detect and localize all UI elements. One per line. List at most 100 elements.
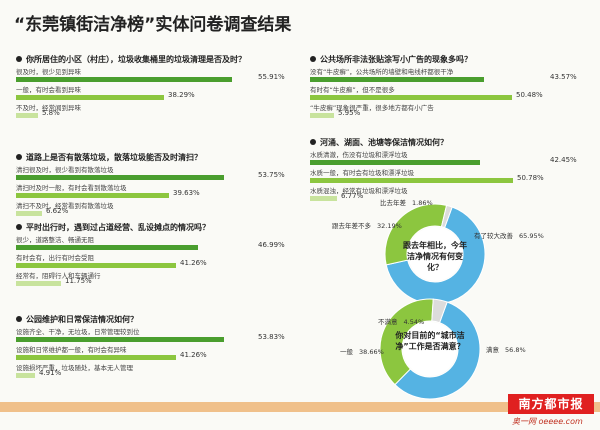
website-label: 奥一网 oeeee.com: [512, 417, 583, 426]
answer-row: 有时有“牛皮癣”，但不是很多 50.48%: [310, 86, 582, 103]
question-text: 公园维护和日常保洁情况如何？: [26, 315, 138, 324]
donut-slice: [431, 298, 448, 324]
answer-bar: [310, 113, 334, 118]
newspaper-logo: 南方都市报: [508, 394, 594, 414]
question-text: 道路上是否有散落垃圾，散落垃圾能否及时清扫？: [26, 153, 202, 162]
answer-percent: 46.99%: [258, 241, 285, 249]
answer-bar: [16, 193, 169, 198]
answer-row: 一般，有时会看到异味 38.29%: [16, 86, 290, 103]
answer-row: 经常有，阻碍行人和车辆通行 11.75%: [16, 272, 290, 289]
answer-label: 很少，道路整洁、畅通无阻: [16, 236, 94, 244]
page-title: “东莞镇街洁净榜”实体问卷调查结果: [14, 15, 292, 35]
slice-category: 满意: [486, 346, 499, 354]
question-text: 河涌、湖面、池塘等保洁情况如何？: [320, 138, 448, 147]
answer-percent: 43.57%: [550, 73, 577, 81]
bullet-dot-icon: [16, 56, 22, 62]
answer-label: 一般，有时会看到异味: [16, 86, 81, 94]
answer-bar: [16, 113, 38, 118]
answer-row: 水质清澈，伤没有垃圾和漂浮垃圾 42.45%: [310, 151, 582, 168]
answer-row: 清扫很及时，很少看到有散落垃圾 53.75%: [16, 166, 290, 183]
donut-slice-label: 满意 56.8%: [486, 346, 526, 355]
donut-slice: [385, 206, 486, 305]
slice-category: 有了较大改善: [474, 232, 513, 240]
answer-row: 设施齐全、干净，无垃圾，日常管理较到位 53.83%: [16, 328, 290, 345]
answer-bar: [16, 211, 42, 216]
answer-bar: [16, 95, 164, 100]
answer-label: 清扫时及时一般，有时会看到散落垃圾: [16, 184, 127, 192]
answer-percent: 53.75%: [258, 171, 285, 179]
donut-slice: [379, 298, 434, 386]
answer-bar: [16, 337, 224, 342]
bullet-dot-icon: [310, 139, 316, 145]
answer-percent: 5.95%: [338, 109, 361, 117]
answer-percent: 41.26%: [180, 351, 207, 359]
answer-label: 很及时，很少见到异味: [16, 68, 81, 76]
answer-percent: 55.91%: [258, 73, 285, 81]
answer-row: 水质混浊，经常有垃圾和漂浮垃圾 6.77%: [310, 187, 582, 204]
answer-label: 不及时，经常闻到异味: [16, 104, 81, 112]
slice-category: 比去年差: [380, 199, 406, 207]
question-title: 道路上是否有散落垃圾，散落垃圾能否及时清扫？: [16, 152, 290, 163]
donut-slice-label: 比去年差 1.86%: [380, 199, 433, 208]
answer-bar: [310, 178, 513, 183]
donut-slice: [440, 204, 453, 229]
answer-row: 不及时，经常闻到异味 5.8%: [16, 104, 290, 121]
donut-slice: [384, 203, 448, 266]
answer-label: 设施齐全、干净，无垃圾，日常管理较到位: [16, 328, 140, 336]
question-title: 河涌、湖面、池塘等保洁情况如何？: [310, 137, 582, 148]
donut-question-text: 跟去年相比，今年洁净情况有何变化？: [403, 241, 467, 272]
answer-row: 清扫时及时一般，有时会看到散落垃圾 39.63%: [16, 184, 290, 201]
bullet-dot-icon: [16, 316, 22, 322]
answer-label: 经常有，阻碍行人和车辆通行: [16, 272, 101, 280]
answer-row: 清扫不及时，经常看到有散落垃圾 6.62%: [16, 202, 290, 219]
answer-bar: [16, 175, 224, 180]
question-text: 公共场所非法张贴涂写小广告的现象多吗？: [320, 55, 472, 64]
question-text: 你所居住的小区（村庄），垃圾收集桶里的垃圾清理是否及时？: [26, 55, 246, 64]
donut-slice-label: 不满意 4.54%: [378, 318, 424, 327]
slice-percent: 65.95%: [519, 232, 544, 240]
donut-slice-label: 一般 38.66%: [340, 348, 384, 357]
bar-question-block: 平时出行时，遇到过占道经营、乱设摊点的情况吗？ 很少，道路整洁、畅通无阻 46.99…: [16, 222, 290, 289]
answer-label: 设施和日常维护都一般，有时会有异味: [16, 346, 127, 354]
answer-bar: [16, 245, 198, 250]
answer-row: 水质一般，有时会有垃圾和漂浮垃圾 50.78%: [310, 169, 582, 186]
answer-label: 没有“牛皮癣”，公共场所的墙壁和电线杆都很干净: [310, 68, 454, 76]
answer-percent: 6.77%: [341, 192, 364, 200]
question-text: 平时出行时，遇到过占道经营、乱设摊点的情况吗？: [26, 223, 210, 232]
answer-label: 清扫不及时，经常看到有散落垃圾: [16, 202, 114, 210]
donut-slice-label: 跟去年差不多 32.19%: [332, 222, 402, 231]
answer-bar: [16, 263, 176, 268]
answer-label: 有时有“牛皮癣”，但不是很多: [310, 86, 395, 94]
answer-percent: 50.78%: [517, 174, 544, 182]
answer-percent: 53.83%: [258, 333, 285, 341]
donut-hole: [408, 227, 462, 281]
slice-percent: 32.19%: [377, 222, 402, 230]
answer-bar: [16, 355, 176, 360]
slice-percent: 56.8%: [505, 346, 526, 354]
bar-question-block: 公共场所非法张贴涂写小广告的现象多吗？ 没有“牛皮癣”，公共场所的墙壁和电线杆都很…: [310, 54, 582, 121]
answer-percent: 4.91%: [39, 369, 62, 377]
answer-bar: [16, 77, 232, 82]
answer-label: 水质一般，有时会有垃圾和漂浮垃圾: [310, 169, 414, 177]
donut-slice: [394, 301, 481, 400]
bullet-dot-icon: [310, 56, 316, 62]
donut-slice-label: 有了较大改善 65.95%: [474, 232, 544, 241]
answer-label: 有时会有，出行有时会受阻: [16, 254, 94, 262]
answer-row: “牛皮癣”现象很严重，很多地方都有小广告 5.95%: [310, 104, 582, 121]
answer-bar: [310, 95, 512, 100]
bottom-band: [0, 402, 600, 412]
answer-row: 设施和日常维护都一般，有时会有异味 41.26%: [16, 346, 290, 363]
bullet-dot-icon: [16, 154, 22, 160]
answer-percent: 42.45%: [550, 156, 577, 164]
answer-percent: 39.63%: [173, 189, 200, 197]
answer-row: 很及时，很少见到异味 55.91%: [16, 68, 290, 85]
answer-label: 水质混浊，经常有垃圾和漂浮垃圾: [310, 187, 408, 195]
question-title: 公共场所非法张贴涂写小广告的现象多吗？: [310, 54, 582, 65]
answer-percent: 5.8%: [42, 109, 60, 117]
slice-percent: 4.54%: [403, 318, 425, 326]
answer-row: 有时会有，出行有时会受阻 41.26%: [16, 254, 290, 271]
slice-category: 跟去年差不多: [332, 222, 371, 230]
question-title: 你所居住的小区（村庄），垃圾收集桶里的垃圾清理是否及时？: [16, 54, 290, 65]
